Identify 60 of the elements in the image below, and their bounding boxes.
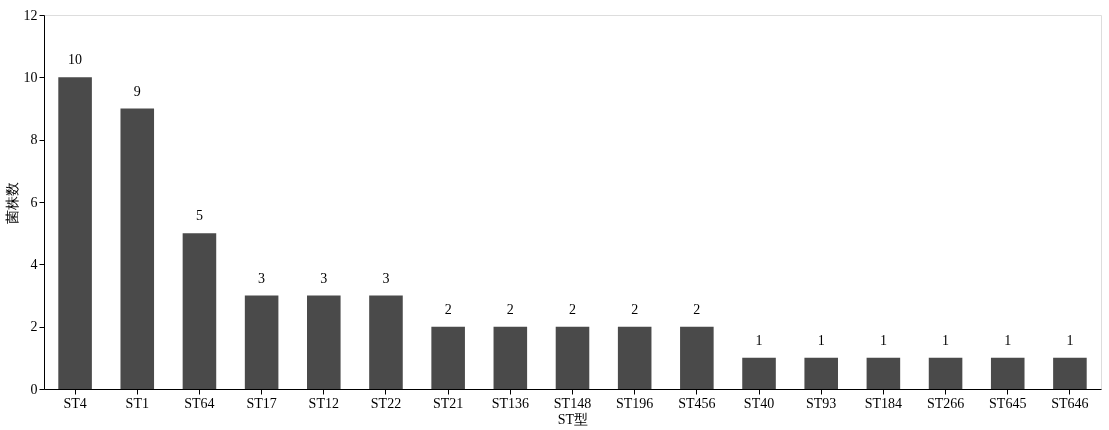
x-tick-label: ST645 [989, 395, 1027, 411]
data-label: 1 [1004, 332, 1012, 348]
x-tick-label: ST184 [864, 395, 903, 411]
y-tick-label: 2 [30, 319, 38, 335]
bar [680, 326, 714, 389]
y-tick-label: 8 [30, 132, 38, 148]
data-label: 3 [258, 270, 266, 286]
data-label: 2 [569, 301, 576, 317]
x-tick-label: ST64 [184, 395, 215, 411]
x-tick-label: ST12 [308, 395, 339, 411]
x-tick-label: ST21 [432, 395, 464, 411]
x-axis-title: ST型 [557, 411, 589, 427]
bar [990, 357, 1025, 389]
bar [182, 233, 217, 389]
bar [493, 326, 528, 389]
data-label: 5 [195, 208, 203, 224]
data-label: 1 [1066, 332, 1074, 348]
bar [617, 326, 652, 389]
bar [244, 295, 279, 389]
data-label: 2 [693, 301, 701, 317]
data-label: 2 [444, 301, 452, 317]
data-label: 2 [506, 301, 514, 317]
y-tick-label: 12 [23, 7, 38, 23]
y-tick-label: 0 [30, 381, 38, 397]
x-tick-label: ST148 [553, 395, 592, 411]
x-tick-label: ST646 [1051, 395, 1089, 411]
bar [555, 326, 590, 389]
data-label: 9 [133, 83, 141, 99]
bar [120, 108, 155, 389]
y-tick-label: 10 [23, 69, 38, 85]
bar [928, 357, 963, 389]
bar [804, 357, 838, 389]
data-label: 1 [755, 332, 763, 348]
x-tick-label: ST1 [125, 395, 149, 411]
bar [1053, 357, 1087, 389]
x-tick-label: ST93 [806, 395, 837, 411]
data-label: 3 [320, 270, 328, 286]
bar [307, 295, 341, 389]
data-label: 2 [631, 301, 639, 317]
data-label: 3 [382, 270, 390, 286]
x-tick-label: ST17 [246, 395, 277, 411]
x-tick-label: ST22 [370, 395, 402, 411]
x-tick-label: ST266 [926, 395, 965, 411]
x-tick-label: ST456 [678, 395, 716, 411]
x-tick-label: ST196 [616, 395, 654, 411]
data-label: 10 [68, 52, 83, 68]
data-label: 1 [942, 332, 950, 348]
x-tick-label: ST4 [63, 395, 87, 411]
y-axis-title: 菌株数 [4, 181, 20, 224]
bar [431, 326, 465, 389]
x-tick-label: ST136 [491, 395, 529, 411]
bar [866, 357, 901, 389]
bar [369, 295, 403, 389]
bar [742, 357, 776, 389]
data-label: 1 [817, 332, 825, 348]
data-label: 1 [879, 332, 887, 348]
bar [58, 77, 92, 389]
y-tick-label: 4 [30, 256, 38, 272]
y-tick-label: 6 [30, 194, 38, 210]
x-tick-label: ST40 [743, 395, 775, 411]
